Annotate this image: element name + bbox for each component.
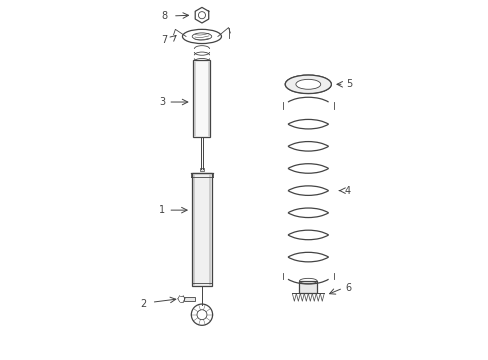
Text: 1: 1 (159, 205, 165, 215)
FancyBboxPatch shape (200, 168, 203, 171)
FancyBboxPatch shape (192, 173, 211, 286)
Ellipse shape (285, 75, 331, 94)
Text: 4: 4 (344, 186, 349, 195)
Text: 5: 5 (345, 79, 351, 89)
FancyBboxPatch shape (184, 297, 195, 301)
FancyBboxPatch shape (193, 60, 210, 138)
Text: 8: 8 (162, 11, 167, 21)
Text: 6: 6 (345, 283, 351, 293)
Text: 3: 3 (159, 97, 165, 107)
FancyBboxPatch shape (299, 281, 317, 293)
Text: 2: 2 (140, 299, 146, 309)
Ellipse shape (295, 79, 320, 89)
Text: 7: 7 (162, 35, 167, 45)
